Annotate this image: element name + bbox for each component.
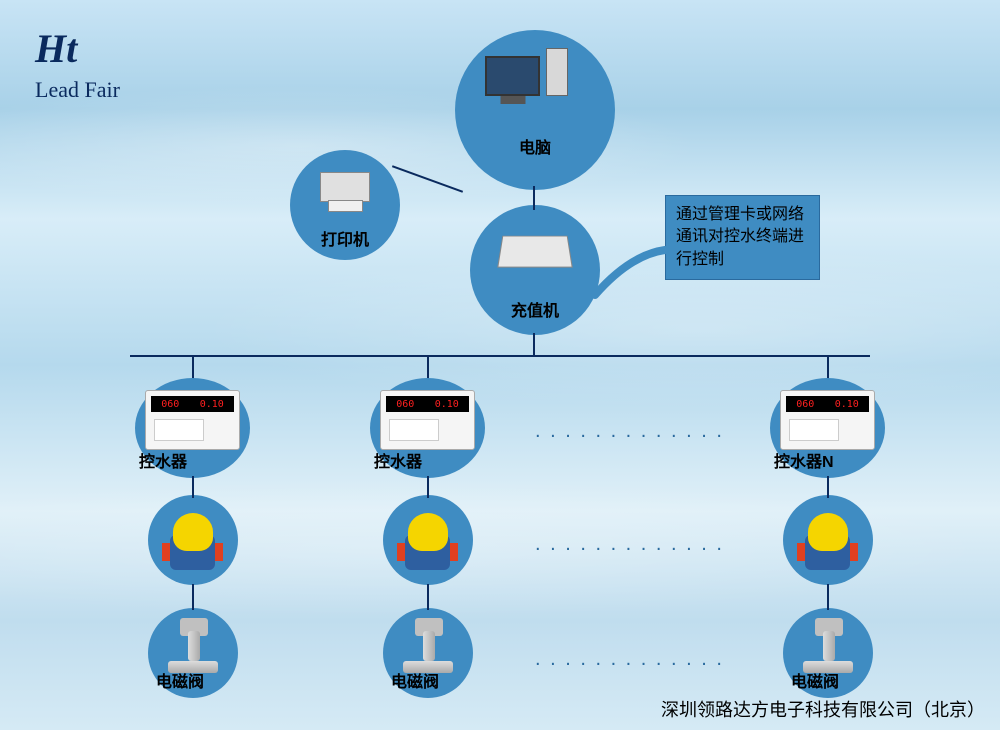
logo-text: Lead Fair xyxy=(35,77,120,103)
node-valve-1: 电磁阀 xyxy=(148,608,238,698)
controller-n-label: 控水器N xyxy=(774,448,834,472)
controller-icon: 0600.10 xyxy=(145,390,240,450)
edge-c2-m2 xyxy=(427,476,429,498)
brand-logo: Ht Lead Fair xyxy=(35,25,120,103)
node-controller-1: 0600.10 控水器 xyxy=(135,378,250,478)
edge-c1-m1 xyxy=(192,476,194,498)
node-controller-n: 0600.10 控水器N xyxy=(770,378,885,478)
node-valve-3: 电磁阀 xyxy=(783,608,873,698)
ellipsis-meters: . . . . . . . . . . . . . xyxy=(535,533,724,556)
edge-m1-v1 xyxy=(192,584,194,610)
valve-3-label: 电磁阀 xyxy=(791,668,839,692)
logo-icon: Ht xyxy=(35,25,120,72)
computer-label: 电脑 xyxy=(455,134,615,158)
edge-bus-c2 xyxy=(427,355,429,380)
node-meter-2 xyxy=(383,495,473,585)
company-footer: 深圳领路达方电子科技有限公司（北京） xyxy=(661,696,985,722)
bus-line xyxy=(130,355,870,357)
edge-bus-c3 xyxy=(827,355,829,380)
node-meter-3 xyxy=(783,495,873,585)
printer-label: 打印机 xyxy=(290,226,400,250)
node-valve-2: 电磁阀 xyxy=(383,608,473,698)
controller-1-label: 控水器 xyxy=(139,448,187,472)
recharger-label: 充值机 xyxy=(470,297,600,321)
controller-icon: 0600.10 xyxy=(780,390,875,450)
node-printer: 打印机 xyxy=(290,150,400,260)
water-meter-icon xyxy=(805,535,850,570)
card-reader-icon xyxy=(497,236,573,268)
edge-c3-m3 xyxy=(827,476,829,498)
ellipsis-valves: . . . . . . . . . . . . . xyxy=(535,648,724,671)
controller-2-label: 控水器 xyxy=(374,448,422,472)
edge-computer-recharger xyxy=(533,186,535,210)
edge-m3-v3 xyxy=(827,584,829,610)
water-meter-icon xyxy=(405,535,450,570)
valve-1-label: 电磁阀 xyxy=(156,668,204,692)
monitor-icon xyxy=(485,56,540,96)
edge-bus-c1 xyxy=(192,355,194,380)
ellipsis-controllers: . . . . . . . . . . . . . xyxy=(535,420,724,443)
node-controller-2: 0600.10 控水器 xyxy=(370,378,485,478)
edge-m2-v2 xyxy=(427,584,429,610)
node-recharger: 充值机 xyxy=(470,205,600,335)
node-computer: 电脑 xyxy=(455,30,615,190)
edge-recharger-bus xyxy=(533,333,535,355)
tower-icon xyxy=(546,48,568,96)
node-meter-1 xyxy=(148,495,238,585)
annotation-text: 通过管理卡或网络通讯对控水终端进行控制 xyxy=(665,195,820,280)
valve-2-label: 电磁阀 xyxy=(391,668,439,692)
printer-icon xyxy=(320,172,370,202)
annotation-callout-icon xyxy=(590,245,670,305)
controller-icon: 0600.10 xyxy=(380,390,475,450)
water-meter-icon xyxy=(170,535,215,570)
